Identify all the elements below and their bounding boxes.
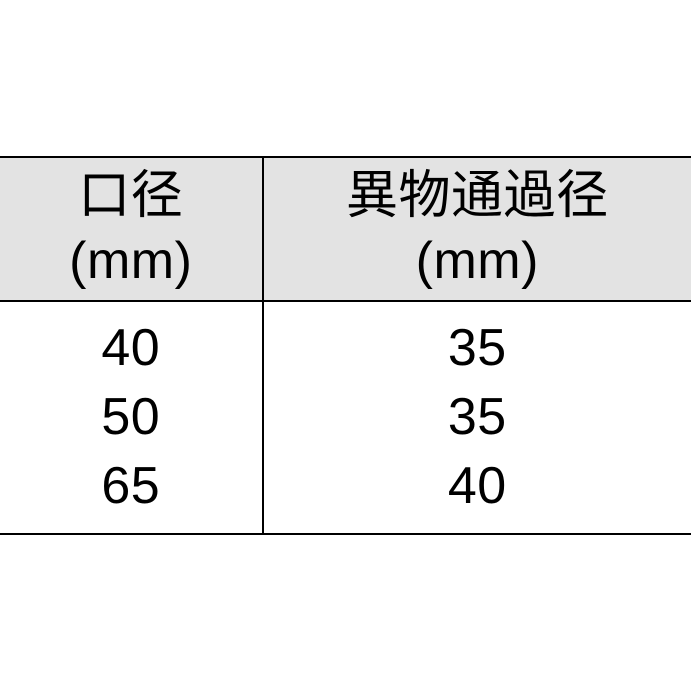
cell-passage: 40: [263, 452, 691, 534]
spec-table: 口径 (mm) 異物通過径 (mm) 40 35 50 35 65 40: [0, 156, 691, 535]
cell-passage: 35: [263, 301, 691, 383]
table-header-row: 口径 (mm) 異物通過径 (mm): [0, 157, 691, 301]
col-header-diameter-label: 口径: [10, 164, 252, 229]
cell-diameter: 50: [0, 383, 263, 452]
cell-diameter: 40: [0, 301, 263, 383]
spec-table-container: 口径 (mm) 異物通過径 (mm) 40 35 50 35 65 40: [0, 156, 691, 535]
table-row: 65 40: [0, 452, 691, 534]
table-row: 50 35: [0, 383, 691, 452]
col-header-diameter: 口径 (mm): [0, 157, 263, 301]
col-header-passage-unit: (mm): [274, 229, 681, 294]
table-row: 40 35: [0, 301, 691, 383]
col-header-passage: 異物通過径 (mm): [263, 157, 691, 301]
col-header-passage-label: 異物通過径: [274, 164, 681, 229]
col-header-diameter-unit: (mm): [10, 229, 252, 294]
cell-diameter: 65: [0, 452, 263, 534]
cell-passage: 35: [263, 383, 691, 452]
